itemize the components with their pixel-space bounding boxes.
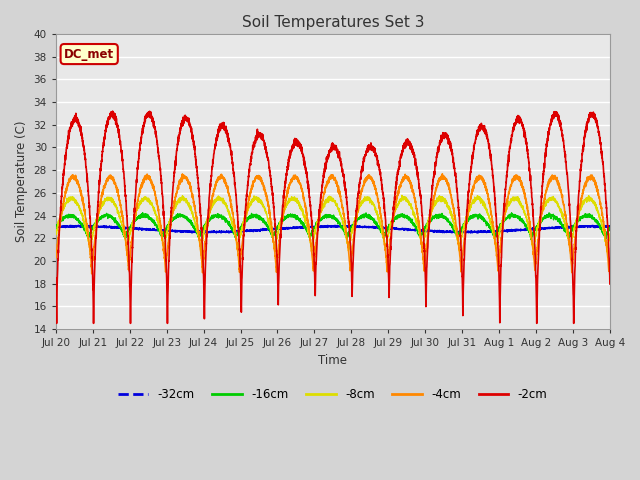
Text: DC_met: DC_met <box>64 48 115 60</box>
Legend: -32cm, -16cm, -8cm, -4cm, -2cm: -32cm, -16cm, -8cm, -4cm, -2cm <box>113 384 552 406</box>
Y-axis label: Soil Temperature (C): Soil Temperature (C) <box>15 121 28 242</box>
X-axis label: Time: Time <box>318 354 348 367</box>
Title: Soil Temperatures Set 3: Soil Temperatures Set 3 <box>242 15 424 30</box>
